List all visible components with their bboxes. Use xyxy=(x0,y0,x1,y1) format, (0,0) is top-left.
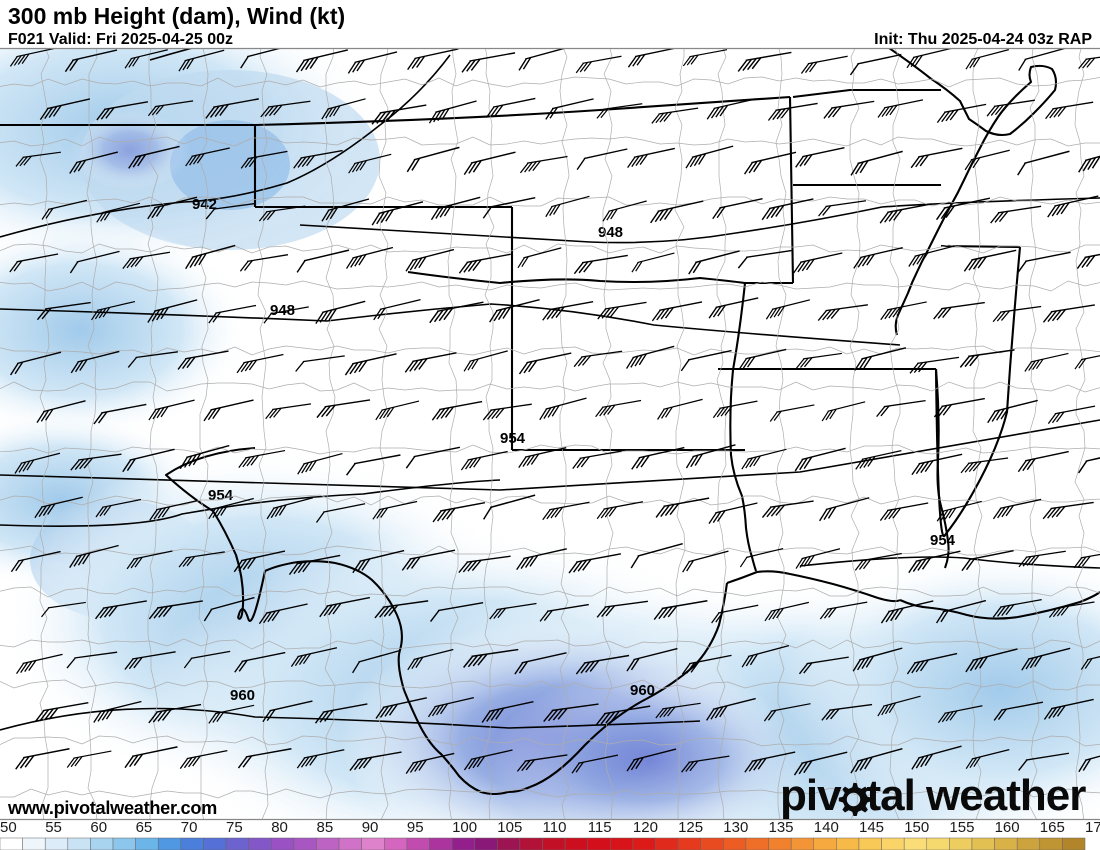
svg-text:145: 145 xyxy=(859,819,884,836)
svg-text:95: 95 xyxy=(407,819,424,836)
svg-text:954: 954 xyxy=(930,532,956,549)
svg-text:pivotal weather: pivotal weather xyxy=(780,771,1086,820)
svg-text:55: 55 xyxy=(45,819,62,836)
svg-text:135: 135 xyxy=(769,819,794,836)
svg-text:70: 70 xyxy=(181,819,198,836)
svg-text:948: 948 xyxy=(598,224,623,241)
svg-text:960: 960 xyxy=(230,687,255,704)
svg-text:80: 80 xyxy=(271,819,288,836)
svg-text:50: 50 xyxy=(0,819,17,836)
svg-text:www.pivotalweather.com: www.pivotalweather.com xyxy=(7,798,217,818)
svg-text:75: 75 xyxy=(226,819,243,836)
svg-text:125: 125 xyxy=(678,819,703,836)
svg-text:105: 105 xyxy=(497,819,522,836)
svg-text:300 mb Height (dam), Wind (kt): 300 mb Height (dam), Wind (kt) xyxy=(8,3,345,29)
svg-text:110: 110 xyxy=(543,819,567,836)
svg-text:100: 100 xyxy=(452,819,477,836)
svg-text:90: 90 xyxy=(362,819,379,836)
svg-text:115: 115 xyxy=(588,819,612,836)
svg-text:F021 Valid: Fri 2025-04-25 00z: F021 Valid: Fri 2025-04-25 00z xyxy=(8,31,233,48)
svg-text:65: 65 xyxy=(136,819,153,836)
svg-text:170: 170 xyxy=(1085,819,1100,836)
svg-text:165: 165 xyxy=(1040,819,1065,836)
svg-text:954: 954 xyxy=(500,430,526,447)
svg-text:160: 160 xyxy=(995,819,1020,836)
svg-text:140: 140 xyxy=(814,819,839,836)
svg-text:60: 60 xyxy=(90,819,107,836)
svg-text:120: 120 xyxy=(633,819,658,836)
svg-text:85: 85 xyxy=(317,819,334,836)
svg-text:130: 130 xyxy=(723,819,748,836)
svg-text:155: 155 xyxy=(949,819,974,836)
svg-text:Init: Thu 2025-04-24 03z RAP: Init: Thu 2025-04-24 03z RAP xyxy=(874,31,1092,48)
svg-text:150: 150 xyxy=(904,819,929,836)
svg-text:954: 954 xyxy=(208,487,234,504)
